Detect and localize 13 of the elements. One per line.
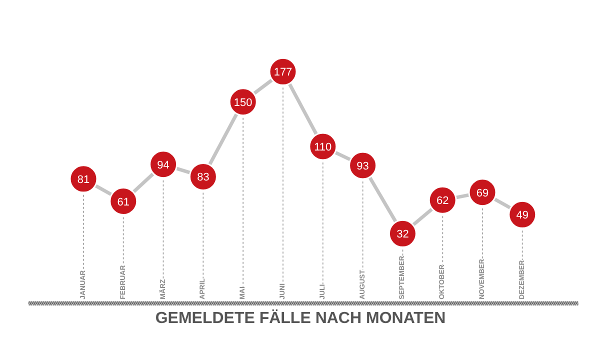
data-label: 83 [197,172,210,184]
data-label: 93 [356,160,369,173]
data-label: 94 [157,159,170,172]
data-label: 110 [314,142,332,154]
data-label: 177 [274,66,292,79]
data-label: 32 [396,228,409,241]
text: GEMELDETE FÄLLE NACH MONATEN [155,308,446,327]
data-label: 62 [436,195,449,208]
data-label: 49 [516,210,529,222]
data-label: 61 [117,196,130,208]
data-label: 81 [77,174,90,186]
data-label: 150 [234,96,252,109]
data-label: 69 [476,187,489,200]
